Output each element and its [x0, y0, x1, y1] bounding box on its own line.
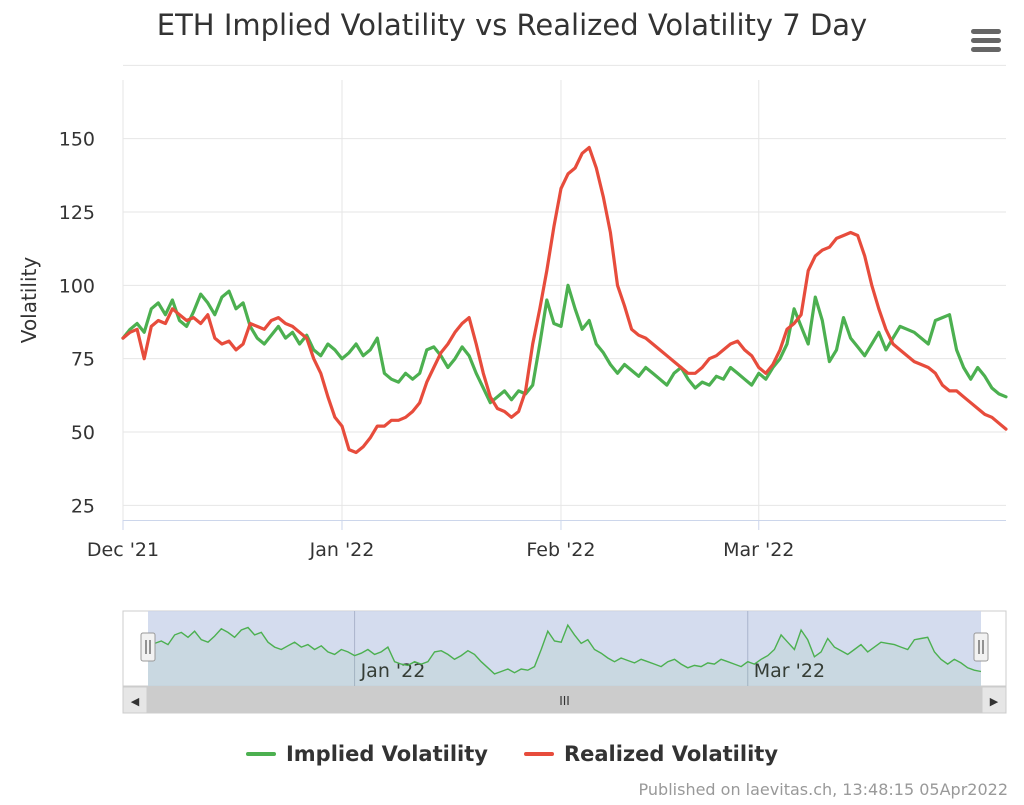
series-line-realized	[121, 145, 1008, 455]
y-tick-label: 100	[59, 275, 95, 297]
legend-item-realized[interactable]: Realized Volatility	[523, 742, 779, 766]
x-tick-label: Mar '22	[723, 539, 794, 561]
scrollbar-left-arrow-icon[interactable]: ◀	[131, 695, 140, 708]
navigator-handle-right[interactable]	[973, 632, 989, 662]
navigator-x-label: Mar '22	[754, 660, 825, 682]
scrollbar-left-button[interactable]	[122, 686, 148, 714]
y-tick-label: 125	[59, 202, 95, 224]
x-tick-label: Dec '21	[87, 539, 159, 561]
y-tick-label: 150	[59, 129, 95, 151]
y-axis-title: Volatility	[17, 257, 41, 344]
navigator-handle-left[interactable]	[140, 632, 156, 662]
credits[interactable]: Published on laevitas.ch, 13:48:15 05Apr…	[638, 780, 1008, 799]
scrollbar-right-button[interactable]	[981, 686, 1007, 714]
navigator-selection	[148, 611, 981, 686]
legend: Implied Volatility Realized Volatility	[0, 742, 1024, 766]
x-tick-label: Feb '22	[526, 539, 595, 561]
x-tick-label: Jan '22	[309, 539, 375, 561]
navigator-handle-body	[973, 632, 989, 662]
legend-label-realized: Realized Volatility	[563, 742, 779, 766]
navigator-handle-body	[140, 632, 156, 662]
legend-swatch-implied	[245, 752, 276, 756]
chart-title: ETH Implied Volatility vs Realized Volat…	[156, 8, 868, 42]
scrollbar-right-arrow-icon[interactable]: ▶	[990, 695, 999, 708]
scrollbar-thumb[interactable]	[147, 687, 982, 713]
navigator-series-line	[147, 623, 982, 675]
main-plot[interactable]: 25 50 75 100 125 150 Dec '21 Jan '22 Feb '22 Mar …	[0, 0, 1024, 600]
y-tick-label: 50	[71, 422, 95, 444]
legend-swatch-realized	[523, 752, 554, 756]
y-tick-label: 75	[71, 349, 95, 371]
legend-label-implied: Implied Volatility	[285, 742, 488, 766]
series-line-implied	[121, 283, 1008, 405]
y-tick-label: 25	[71, 495, 95, 517]
navigator-series-area	[148, 625, 981, 686]
scrollbar-grip: III	[559, 694, 570, 708]
hamburger-menu-icon[interactable]	[968, 26, 1004, 56]
legend-item-implied[interactable]: Implied Volatility	[245, 742, 488, 766]
